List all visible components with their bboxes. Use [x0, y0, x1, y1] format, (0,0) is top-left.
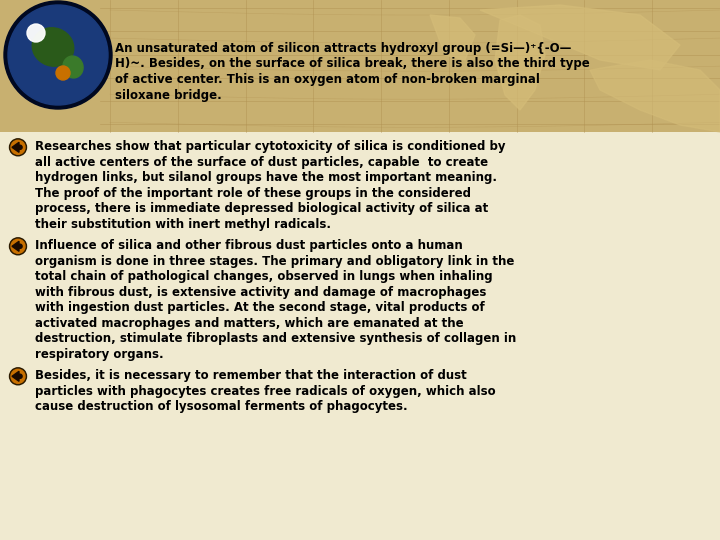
Text: hydrogen links, but silanol groups have the most important meaning.: hydrogen links, but silanol groups have … [35, 171, 497, 184]
Text: all active centers of the surface of dust particles, capable  to create: all active centers of the surface of dus… [35, 156, 488, 169]
Circle shape [18, 374, 22, 379]
Text: with ingestion dust particles. At the second stage, vital products of: with ingestion dust particles. At the se… [35, 301, 485, 314]
Circle shape [9, 368, 27, 385]
Text: siloxane bridge.: siloxane bridge. [115, 89, 222, 102]
Circle shape [18, 244, 22, 248]
Text: Besides, it is necessary to remember that the interaction of dust: Besides, it is necessary to remember tha… [35, 369, 467, 382]
Polygon shape [12, 241, 19, 251]
Circle shape [4, 1, 112, 109]
Circle shape [11, 239, 25, 253]
Text: Influence of silica and other fibrous dust particles onto a human: Influence of silica and other fibrous du… [35, 239, 463, 252]
Text: An unsaturated atom of silicon attracts hydroxyl group (=Si—)⁺{-O—: An unsaturated atom of silicon attracts … [115, 42, 572, 55]
Circle shape [9, 238, 27, 255]
Polygon shape [12, 372, 19, 381]
Polygon shape [480, 5, 680, 70]
Polygon shape [495, 15, 545, 110]
Text: process, there is immediate depressed biological activity of silica at: process, there is immediate depressed bi… [35, 202, 488, 215]
Circle shape [27, 24, 45, 42]
Text: with fibrous dust, is extensive activity and damage of macrophages: with fibrous dust, is extensive activity… [35, 286, 487, 299]
Ellipse shape [32, 28, 73, 66]
Text: respiratory organs.: respiratory organs. [35, 348, 163, 361]
Circle shape [9, 139, 27, 156]
Text: cause destruction of lysosomal ferments of phagocytes.: cause destruction of lysosomal ferments … [35, 400, 408, 413]
Text: H)~. Besides, on the surface of silica break, there is also the third type: H)~. Besides, on the surface of silica b… [115, 57, 590, 71]
Text: organism is done in three stages. The primary and obligatory link in the: organism is done in three stages. The pr… [35, 255, 514, 268]
Text: activated macrophages and matters, which are emanated at the: activated macrophages and matters, which… [35, 317, 464, 330]
Polygon shape [590, 60, 720, 132]
Text: The proof of the important role of these groups in the considered: The proof of the important role of these… [35, 187, 471, 200]
Polygon shape [430, 15, 475, 60]
Circle shape [11, 369, 25, 383]
Text: destruction, stimulate fibroplasts and extensive synthesis of collagen in: destruction, stimulate fibroplasts and e… [35, 332, 516, 345]
Text: particles with phagocytes creates free radicals of oxygen, which also: particles with phagocytes creates free r… [35, 385, 495, 398]
Ellipse shape [63, 56, 83, 78]
Circle shape [18, 145, 22, 150]
Bar [0, 0, 720, 132]
Text: their substitution with inert methyl radicals.: their substitution with inert methyl rad… [35, 218, 331, 231]
Circle shape [56, 66, 70, 80]
Text: Researches show that particular cytotoxicity of silica is conditioned by: Researches show that particular cytotoxi… [35, 140, 505, 153]
Circle shape [8, 5, 108, 105]
Text: of active center. This is an oxygen atom of non-broken marginal: of active center. This is an oxygen atom… [115, 73, 540, 86]
Circle shape [11, 140, 25, 154]
Text: total chain of pathological changes, observed in lungs when inhaling: total chain of pathological changes, obs… [35, 271, 492, 284]
Polygon shape [12, 143, 19, 152]
